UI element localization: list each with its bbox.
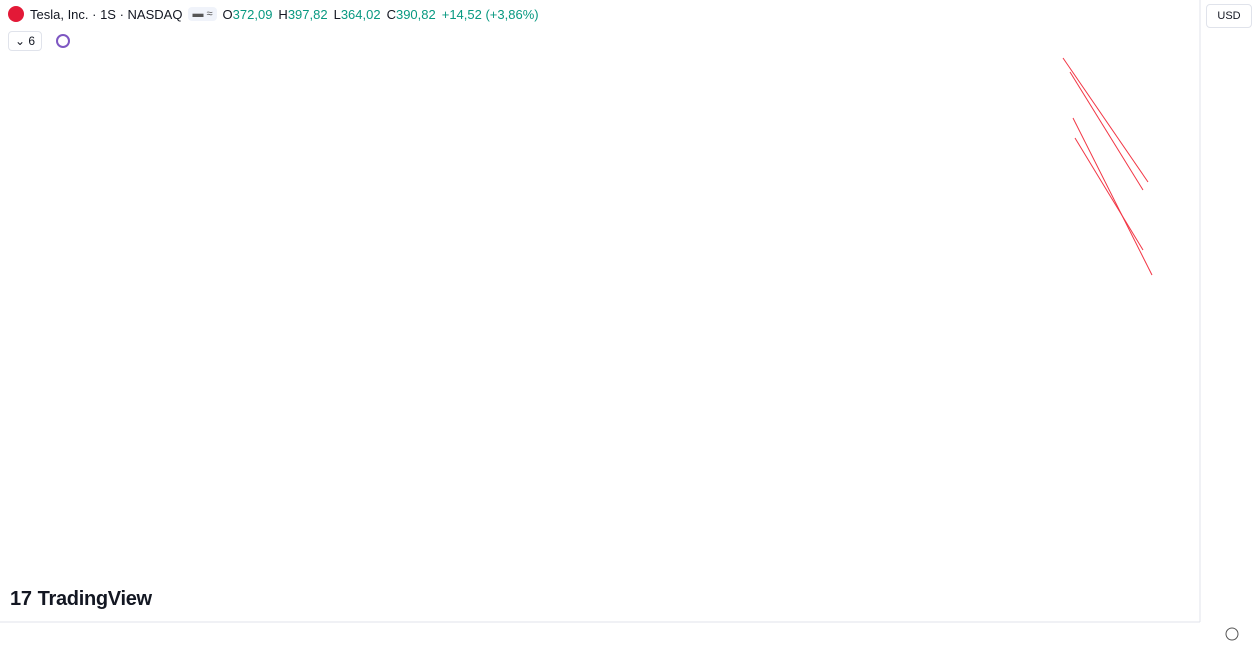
ohlc-value: 390,82 — [395, 6, 436, 22]
ohlc-label: H — [278, 6, 288, 22]
currency-button[interactable]: USD — [1206, 4, 1252, 28]
symbol-name[interactable]: Tesla, Inc. · 1S · NASDAQ — [30, 6, 183, 22]
ohlc-label: C — [386, 6, 396, 22]
ohlc-value: 372,09 — [232, 6, 273, 22]
channel-drawing — [1062, 57, 1153, 276]
channel-line — [1069, 71, 1144, 191]
channel-line — [1074, 137, 1144, 251]
ohlc-label: O — [222, 6, 233, 22]
ohlc-label: L — [333, 6, 341, 22]
ohlc-value: 364,02 — [340, 6, 381, 22]
indicator-toggle[interactable]: ⌄ 6 — [8, 31, 43, 51]
sync-icon[interactable] — [56, 34, 71, 48]
ohlc-value: 397,82 — [287, 6, 328, 22]
settings-icon[interactable] — [1225, 627, 1239, 641]
symbol-logo — [8, 6, 24, 22]
brand-name: TradingView — [37, 588, 152, 610]
channel-line — [1072, 117, 1153, 276]
channel-line — [1062, 57, 1149, 183]
indicator-count: 6 — [28, 34, 36, 48]
chart-style-pill[interactable]: ▬ ≈ — [188, 7, 217, 21]
brand-logo[interactable]: 17 TradingView — [10, 588, 152, 610]
change: +14,52 (+3,86%) — [441, 6, 539, 22]
legend-header: Tesla, Inc. · 1S · NASDAQ ▬ ≈ O372,09 H3… — [8, 6, 539, 22]
indicator-row: ⌄ 6 — [8, 31, 71, 51]
